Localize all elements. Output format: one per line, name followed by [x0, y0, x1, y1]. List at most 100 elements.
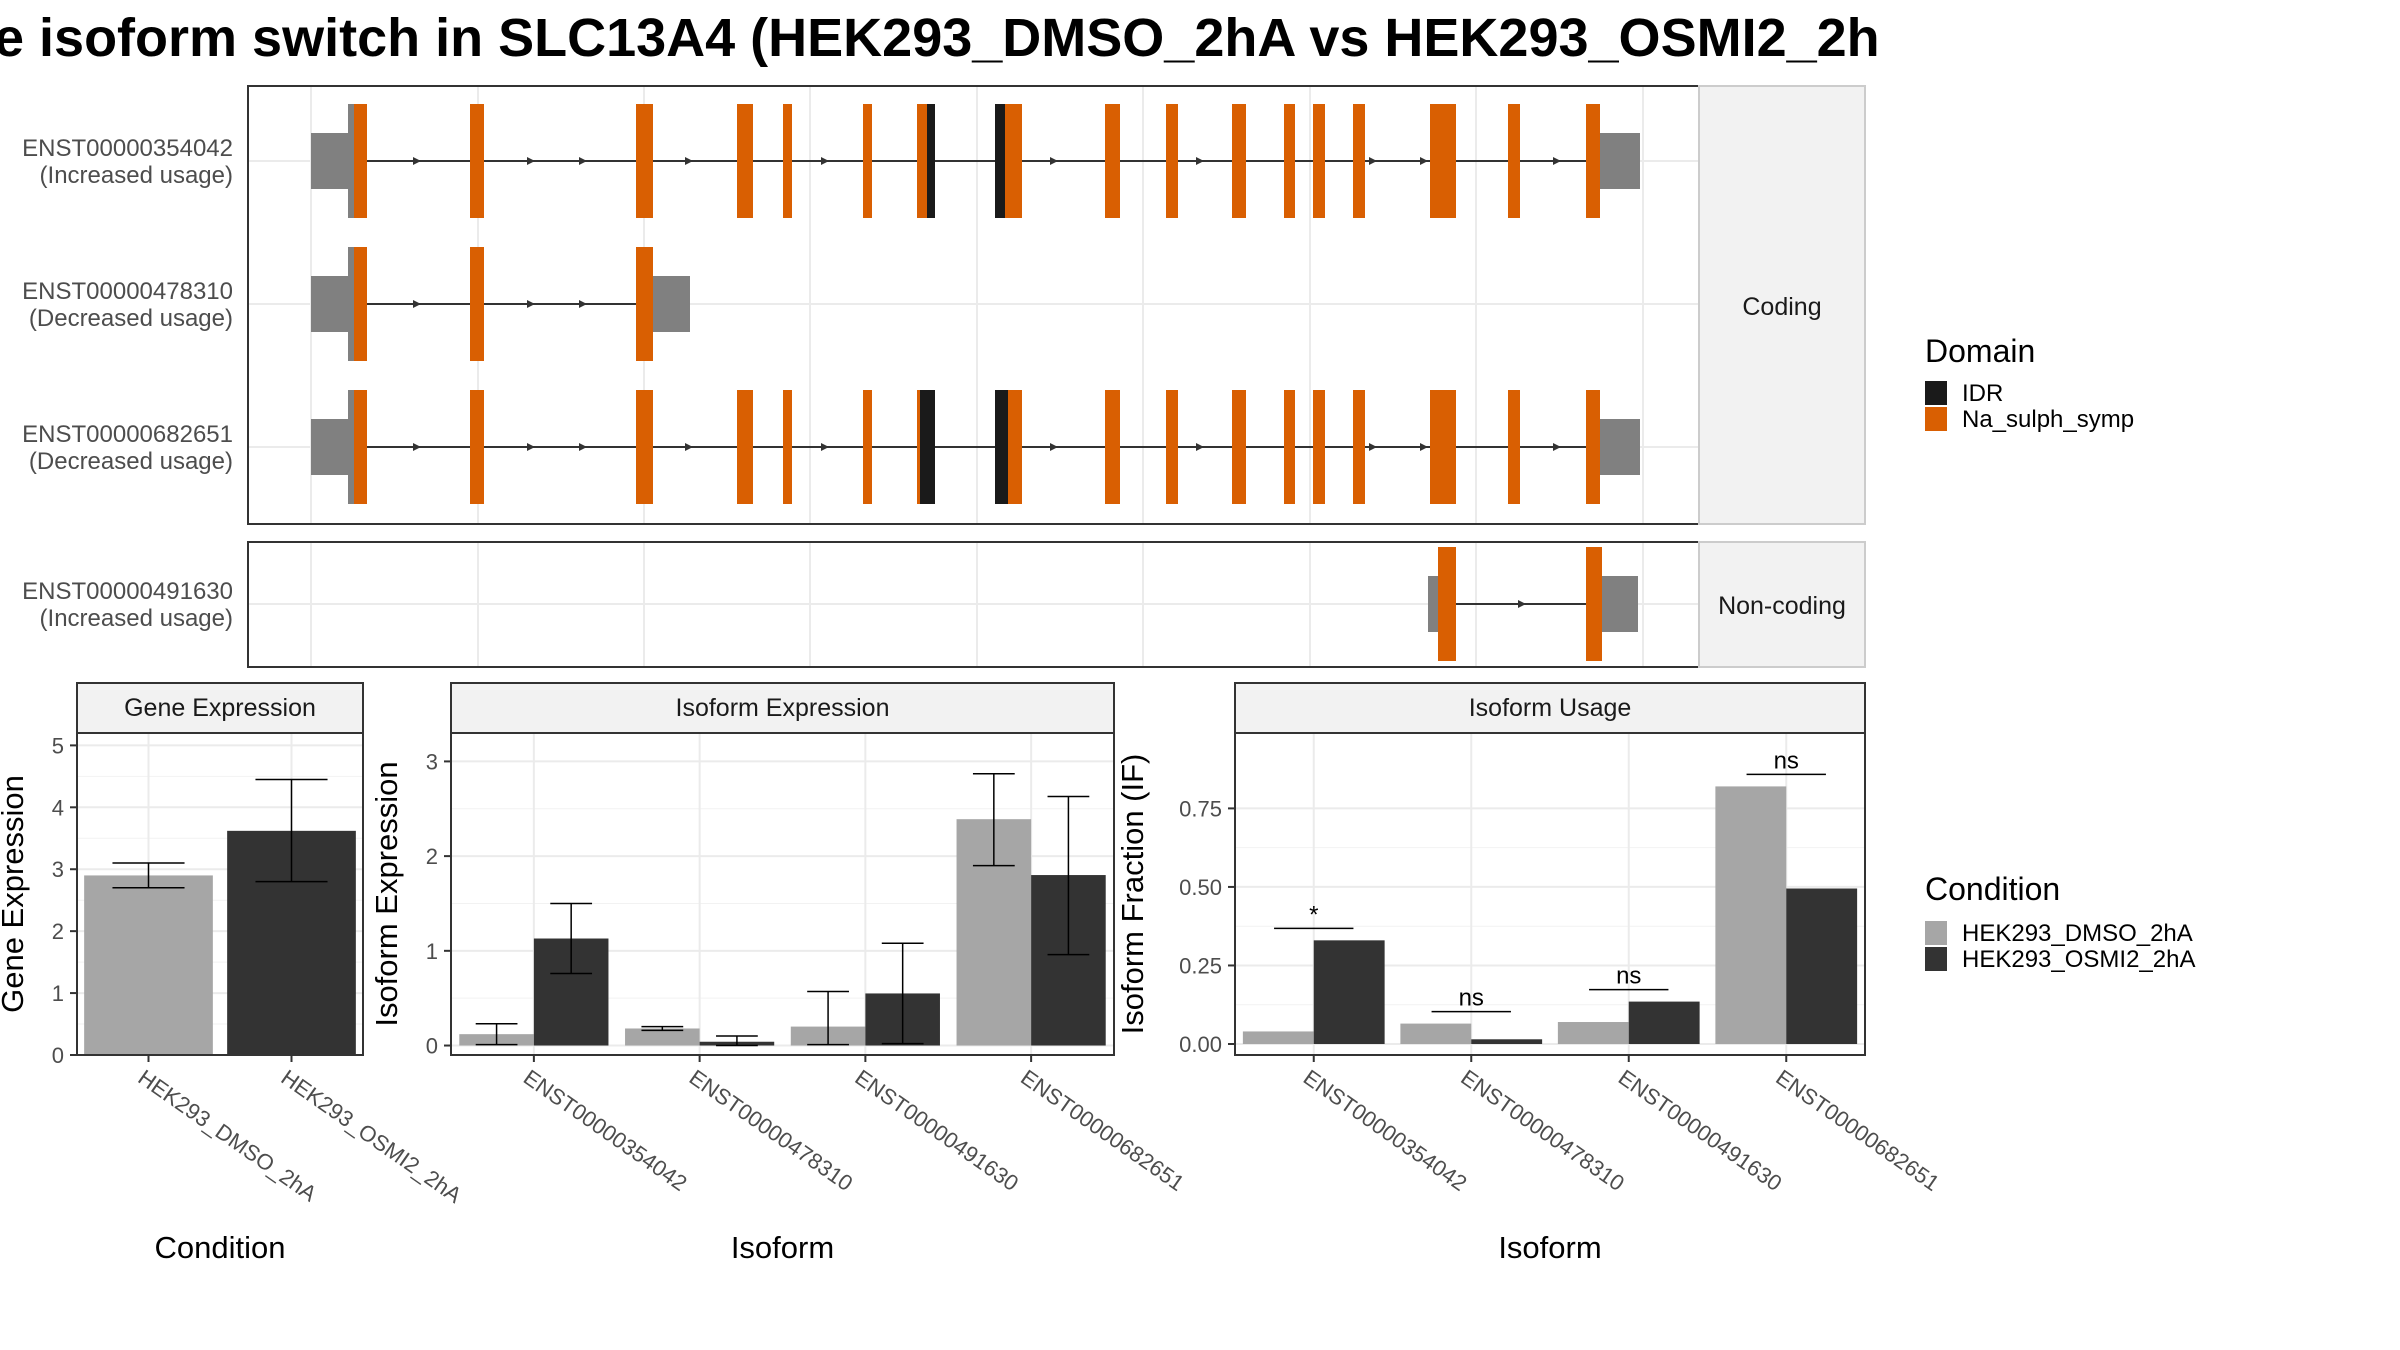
exon-domain-na-sulph-symp — [1313, 390, 1325, 504]
condition-legend-swatch — [1925, 947, 1947, 971]
exon-domain-na-sulph-symp — [470, 247, 484, 361]
x-tick-label: ENST00000478310 — [1456, 1065, 1629, 1196]
bar — [1471, 1039, 1543, 1045]
exon-domain-na-sulph-symp — [1105, 390, 1120, 504]
x-axis-title: Condition — [155, 1230, 286, 1265]
y-axis-title: Isoform Fraction (IF) — [1115, 754, 1150, 1035]
intron-arrow — [1369, 443, 1377, 451]
panel-strip-label: Isoform Usage — [1469, 694, 1632, 722]
intron-arrow — [413, 443, 421, 451]
y-axis-title: Gene Expression — [0, 775, 30, 1013]
exon-domain-na-sulph-symp — [1313, 104, 1325, 218]
intron-arrow — [1518, 600, 1526, 608]
intron-arrow — [527, 443, 535, 451]
panel-strip-label: Gene Expression — [124, 694, 316, 722]
bar — [1313, 940, 1385, 1045]
utr-block — [311, 419, 352, 475]
facet-strip-coding — [1698, 85, 1866, 525]
exon-domain-na-sulph-symp — [1508, 104, 1520, 218]
exon-domain-na-sulph-symp — [1166, 390, 1178, 504]
isoform-label-id: ENST00000478310 — [22, 278, 233, 305]
facet-label-coding: Coding — [1742, 293, 1821, 321]
intron-arrow — [1553, 443, 1561, 451]
domain-legend-label: Na_sulph_symp — [1962, 406, 2134, 433]
y-axis-title: Isoform Expression — [369, 761, 404, 1026]
utr-edge — [348, 390, 354, 504]
isoform-label-id: ENST00000682651 — [22, 421, 233, 448]
exon-domain-na-sulph-symp — [1438, 547, 1456, 661]
x-tick-label: ENST00000682651 — [1771, 1065, 1944, 1196]
intron-arrow — [821, 443, 829, 451]
x-tick-label: ENST00000354042 — [1299, 1065, 1472, 1196]
bar — [1715, 786, 1787, 1045]
condition-legend-swatch — [1925, 921, 1947, 945]
x-tick-label: ENST00000491630 — [1614, 1065, 1787, 1196]
x-tick-label: ENST00000354042 — [519, 1065, 692, 1196]
domain-legend-label: IDR — [1962, 380, 2003, 407]
x-tick-label: ENST00000491630 — [851, 1065, 1024, 1196]
exon-domain-na-sulph-symp — [470, 104, 484, 218]
isoform-structure-plot: Coding Non-coding ENST00000354042 (Increase… — [22, 85, 1866, 668]
exon-domain-idr — [920, 390, 935, 504]
y-tick-label: 3 — [52, 857, 64, 882]
y-tick-label: 1 — [52, 981, 64, 1006]
y-tick-label: 3 — [426, 749, 438, 774]
x-axis-title: Isoform — [731, 1230, 834, 1265]
exon-domain-na-sulph-symp — [352, 390, 367, 504]
intron-arrow — [413, 157, 421, 165]
isoform-label-usage: (Increased usage) — [40, 605, 233, 632]
figure-title: e isoform switch in SLC13A4 (HEK293_DMSO… — [0, 8, 1880, 68]
exon-domain-na-sulph-symp — [636, 104, 653, 218]
isoform-expression-chart: Isoform Expression0123ENST00000354042ENS… — [369, 682, 1189, 1265]
significance-label: ns — [1616, 963, 1641, 990]
exon-domain-na-sulph-symp — [1353, 104, 1365, 218]
intron-arrow — [1553, 157, 1561, 165]
y-tick-label: 1 — [426, 939, 438, 964]
plot-border — [76, 732, 364, 1056]
exon-domain-na-sulph-symp — [1353, 390, 1365, 504]
bar — [1400, 1023, 1472, 1045]
bar — [1628, 1001, 1700, 1045]
exon-domain-na-sulph-symp — [783, 104, 792, 218]
y-tick-label: 0.00 — [1179, 1032, 1222, 1057]
y-tick-label: 0.25 — [1179, 953, 1222, 978]
exon-domain-idr — [995, 390, 1008, 504]
y-tick-label: 4 — [52, 795, 64, 820]
exon-domain-na-sulph-symp — [737, 390, 753, 504]
exon-domain-na-sulph-symp — [863, 390, 872, 504]
significance-label: ns — [1774, 747, 1799, 774]
exon-domain-na-sulph-symp — [1284, 104, 1295, 218]
plot-border — [1234, 732, 1866, 1056]
isoform-label-usage: (Decreased usage) — [29, 448, 233, 475]
bar — [84, 875, 213, 1055]
facet-label-noncoding: Non-coding — [1718, 592, 1846, 620]
exon-domain-na-sulph-symp — [1284, 390, 1295, 504]
exon-domain-na-sulph-symp — [1166, 104, 1178, 218]
panel-strip — [76, 682, 364, 734]
intron-arrow — [1420, 157, 1428, 165]
significance-label: ns — [1459, 985, 1484, 1012]
intron-arrow — [579, 443, 587, 451]
y-tick-label: 2 — [426, 844, 438, 869]
significance-label: * — [1309, 901, 1318, 928]
exon-domain-na-sulph-symp — [1430, 390, 1456, 504]
exon-domain-na-sulph-symp — [863, 104, 872, 218]
intron-arrow — [821, 157, 829, 165]
condition-legend-title: Condition — [1925, 871, 2060, 907]
panel-strip — [1234, 682, 1866, 734]
intron-arrow — [527, 300, 535, 308]
y-tick-label: 5 — [52, 733, 64, 758]
exon-domain-na-sulph-symp — [1232, 104, 1246, 218]
utr-block — [311, 276, 352, 332]
exon-domain-na-sulph-symp — [1586, 547, 1602, 661]
exon-domain-na-sulph-symp — [352, 104, 367, 218]
exon-domain-na-sulph-symp — [1586, 104, 1600, 218]
exon-domain-na-sulph-symp — [1105, 104, 1120, 218]
exon-domain-na-sulph-symp — [1508, 390, 1520, 504]
intron-arrow — [685, 157, 693, 165]
facet-strip-noncoding — [1698, 541, 1866, 668]
isoform-label-id: ENST00000354042 — [22, 135, 233, 162]
y-tick-label: 2 — [52, 919, 64, 944]
